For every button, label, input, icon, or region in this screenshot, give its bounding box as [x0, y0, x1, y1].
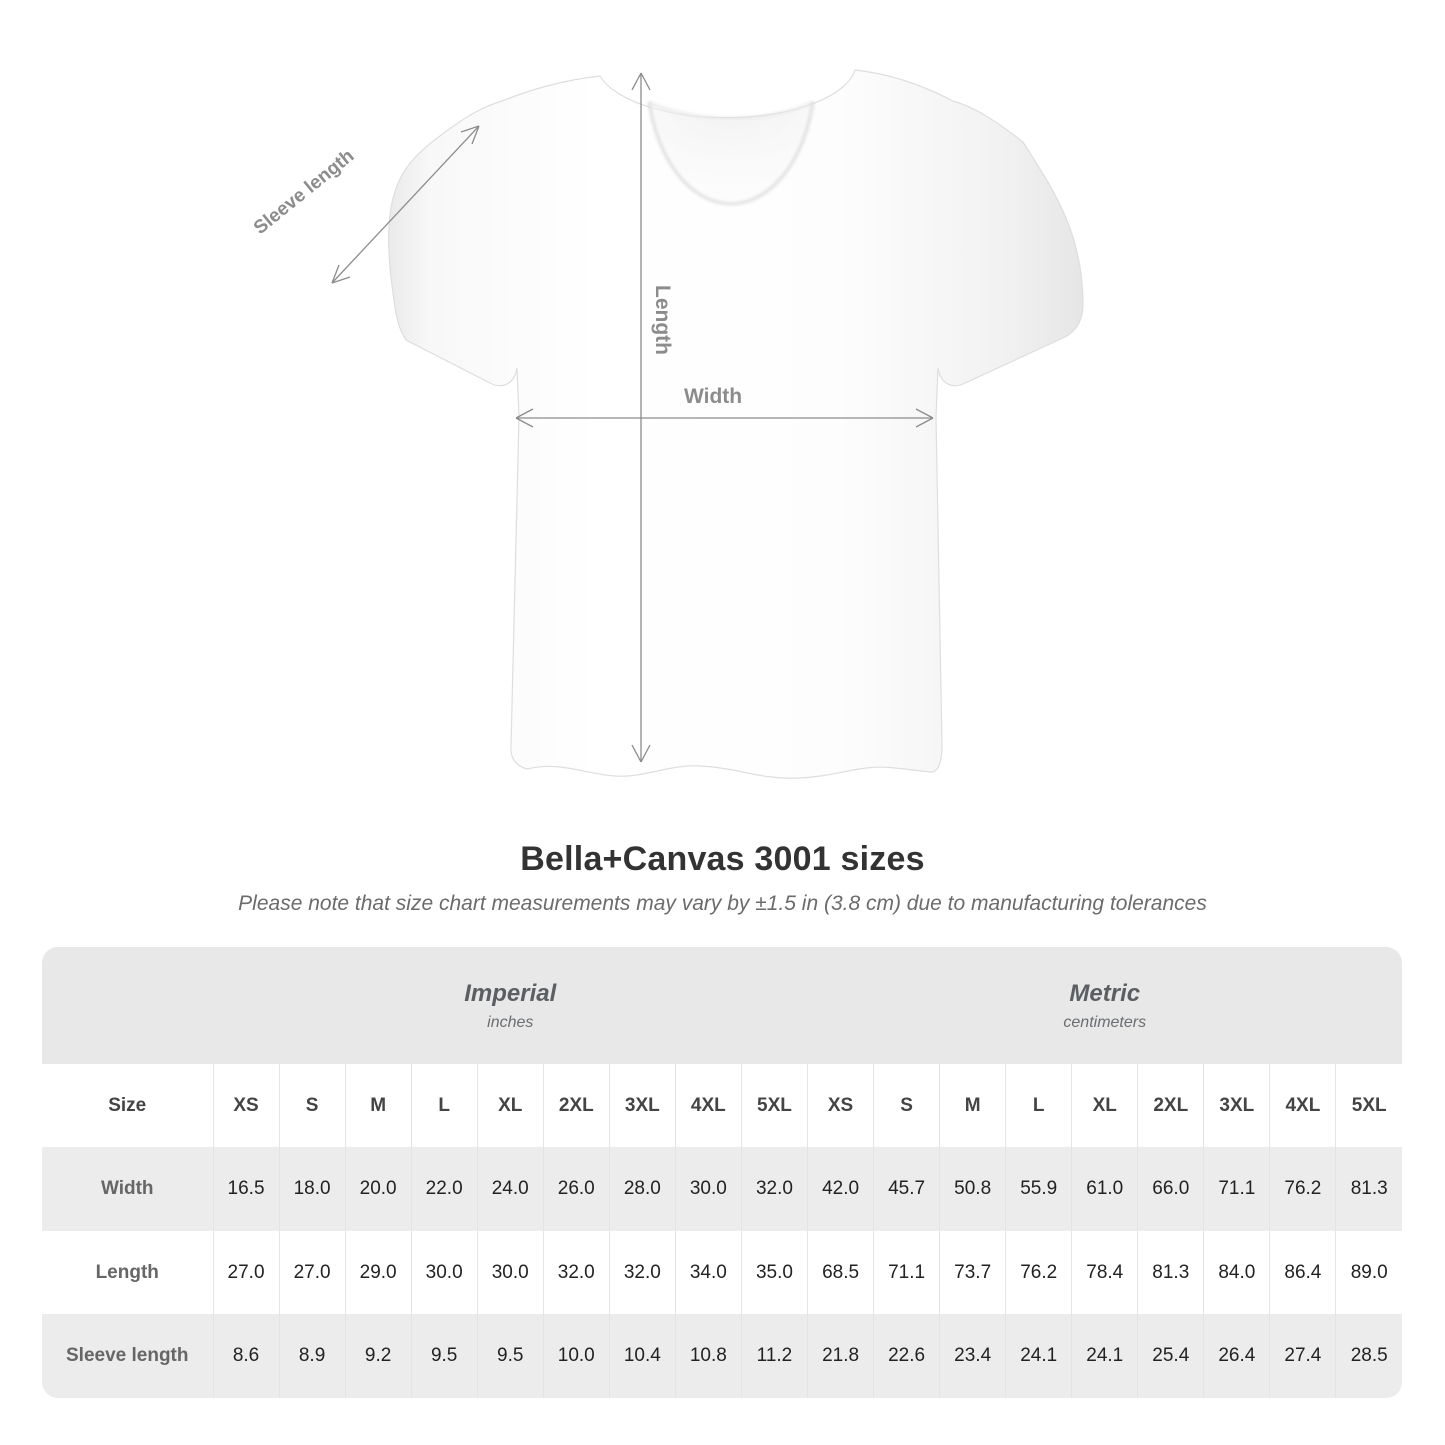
svg-text:Sleeve length: Sleeve length — [250, 145, 358, 238]
svg-text:Width: Width — [684, 385, 742, 408]
svg-text:Length: Length — [651, 285, 674, 355]
